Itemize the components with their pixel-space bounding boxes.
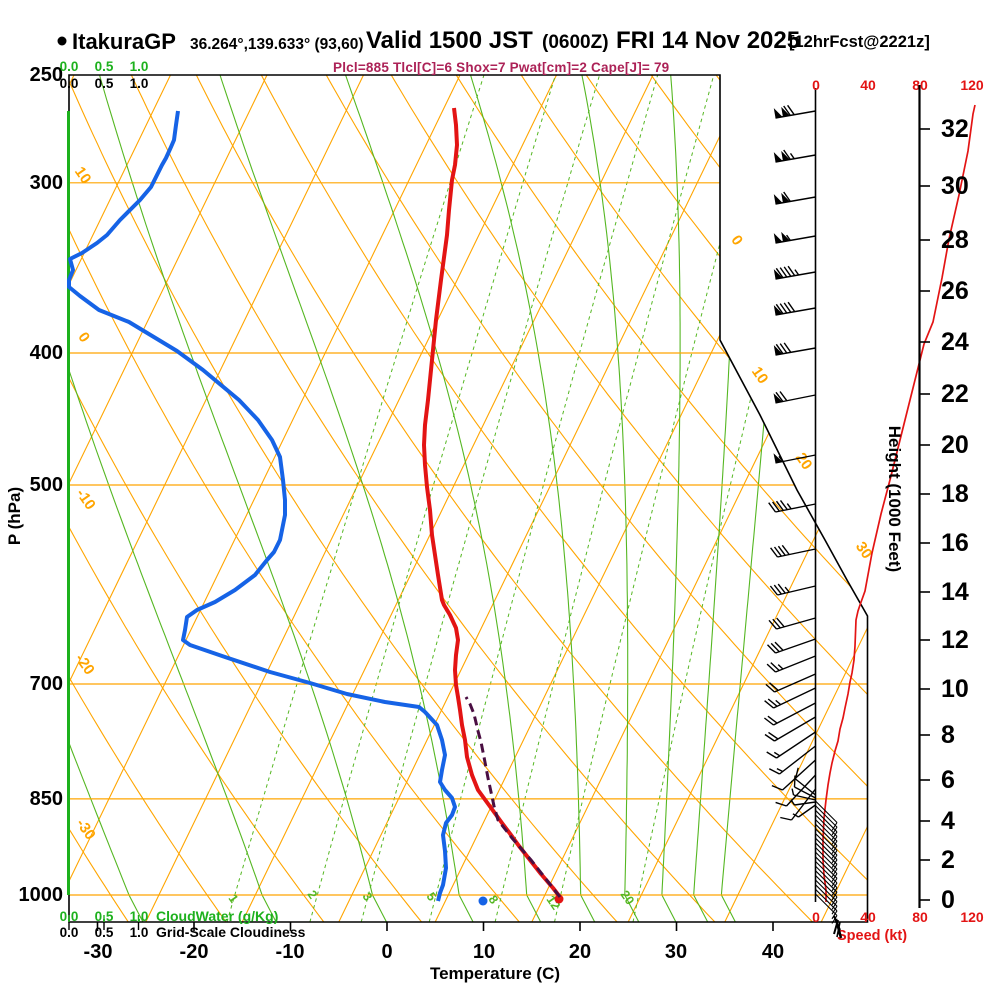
svg-text:40: 40 [860, 77, 876, 93]
svg-text:Speed (kt): Speed (kt) [837, 928, 907, 944]
svg-text:1000: 1000 [19, 884, 64, 906]
svg-text:CloudWater (g/Kg): CloudWater (g/Kg) [156, 908, 278, 924]
svg-text:250: 250 [30, 64, 63, 86]
svg-text:2: 2 [941, 846, 955, 874]
svg-text:P (hPa): P (hPa) [5, 487, 24, 545]
svg-text:Grid-Scale Cloudiness: Grid-Scale Cloudiness [156, 924, 306, 940]
svg-text:0.0: 0.0 [60, 59, 79, 74]
svg-text:8: 8 [941, 721, 955, 749]
svg-text:FRI 14 Nov 2025: FRI 14 Nov 2025 [616, 27, 800, 54]
svg-text:1.0: 1.0 [130, 909, 149, 924]
svg-text:1.0: 1.0 [130, 925, 149, 940]
svg-text:Valid 1500 JST: Valid 1500 JST [366, 27, 533, 54]
svg-text:6: 6 [941, 766, 955, 794]
svg-text:Temperature (C): Temperature (C) [430, 964, 560, 983]
svg-text:30: 30 [852, 539, 875, 562]
svg-text:1.0: 1.0 [130, 76, 149, 91]
svg-text:0.0: 0.0 [60, 909, 79, 924]
svg-text:120: 120 [960, 909, 984, 925]
svg-text:10: 10 [941, 675, 969, 703]
svg-text:-10: -10 [276, 941, 305, 963]
svg-text:(0600Z): (0600Z) [542, 32, 609, 53]
svg-text:500: 500 [30, 474, 63, 496]
svg-text:10: 10 [473, 941, 495, 963]
svg-text:80: 80 [912, 909, 928, 925]
svg-text:12: 12 [941, 626, 969, 654]
svg-text:18: 18 [941, 480, 969, 508]
svg-text:0.5: 0.5 [95, 59, 114, 74]
svg-text:16: 16 [941, 529, 969, 557]
svg-text:0: 0 [812, 909, 820, 925]
svg-text:0: 0 [812, 77, 820, 93]
svg-text:40: 40 [762, 941, 784, 963]
svg-text:-30: -30 [84, 941, 113, 963]
svg-text:1.0: 1.0 [130, 59, 149, 74]
svg-text:10: 10 [71, 164, 94, 187]
svg-text:0.5: 0.5 [95, 76, 114, 91]
svg-text:14: 14 [941, 578, 969, 606]
svg-text:0: 0 [381, 941, 392, 963]
svg-text:28: 28 [941, 226, 969, 254]
svg-text:850: 850 [30, 788, 63, 810]
svg-text:26: 26 [941, 277, 969, 305]
svg-text:4: 4 [941, 807, 955, 835]
svg-text:0.5: 0.5 [95, 909, 114, 924]
svg-text:ItakuraGP: ItakuraGP [72, 29, 176, 54]
svg-text:0.5: 0.5 [95, 925, 114, 940]
svg-text:22: 22 [941, 380, 969, 408]
svg-text:[12hrFcst@2221z]: [12hrFcst@2221z] [789, 33, 930, 51]
svg-text:120: 120 [960, 77, 984, 93]
svg-text:20: 20 [569, 941, 591, 963]
svg-text:32: 32 [941, 115, 969, 143]
svg-text:0: 0 [941, 886, 955, 914]
svg-text:20: 20 [618, 888, 637, 907]
svg-text:-20: -20 [180, 941, 209, 963]
svg-text:300: 300 [30, 172, 63, 194]
svg-text:30: 30 [665, 941, 687, 963]
svg-text:10: 10 [748, 364, 771, 387]
svg-text:Plcl=885 Tlcl[C]=6 Shox=7 Pwat: Plcl=885 Tlcl[C]=6 Shox=7 Pwat[cm]=2 Cap… [333, 60, 669, 75]
svg-text:Height (1000 Feet): Height (1000 Feet) [885, 426, 904, 572]
svg-text:0.0: 0.0 [60, 925, 79, 940]
svg-text:700: 700 [30, 673, 63, 695]
svg-text:20: 20 [941, 431, 969, 459]
svg-text:40: 40 [860, 909, 876, 925]
svg-text:400: 400 [30, 342, 63, 364]
svg-text:24: 24 [941, 328, 969, 356]
svg-text:36.264°,139.633° (93,60): 36.264°,139.633° (93,60) [190, 36, 364, 53]
svg-text:30: 30 [941, 172, 969, 200]
svg-text:0.0: 0.0 [60, 76, 79, 91]
